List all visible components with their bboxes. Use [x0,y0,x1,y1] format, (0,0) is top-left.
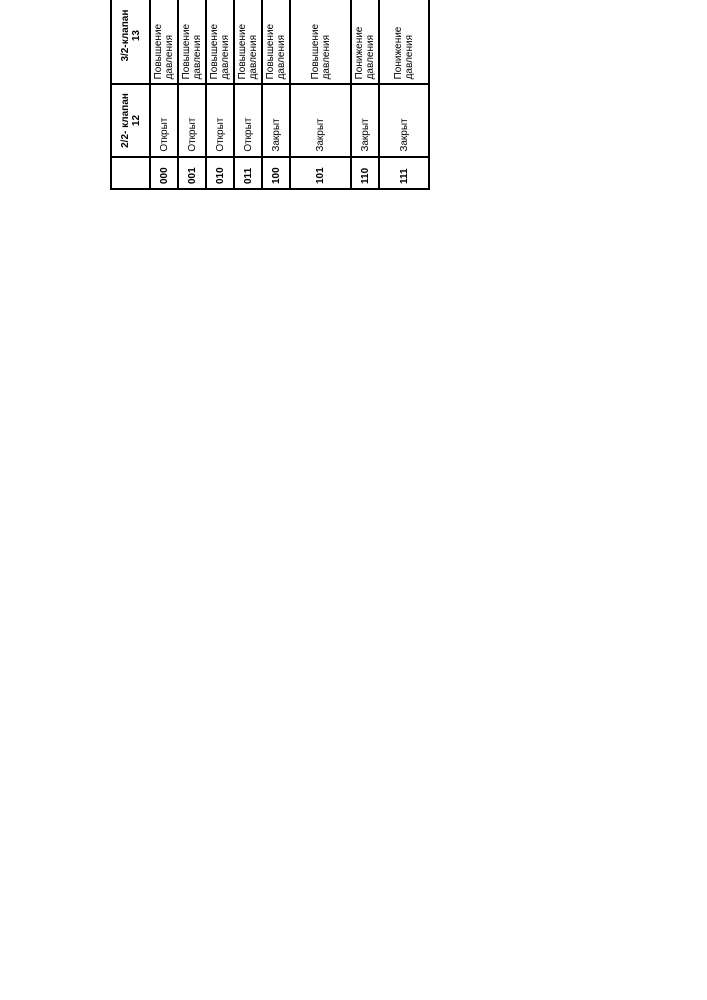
table-row: 011 Открыт Повышение давления Закрыт Пон… [234,0,262,189]
cell-v12: Закрыт [379,84,429,156]
table-header-row: 2/2- клапан12 3/2-клапан13 2/2-клапан11 … [111,0,150,189]
figure-caption: Фиг. 7 [458,0,484,190]
col-valve13: 3/2-клапан13 [111,0,150,84]
col-valve12: 2/2- клапан12 [111,84,150,156]
cell-code: 110 [351,157,379,189]
table-row: 101 Закрыт Повышение давления Закрыт Уде… [290,0,351,189]
table-row: 001 Открыт Повышение давления Закрыт Пов… [178,0,206,189]
cell-v13: Повышение давления [234,0,262,84]
table-row: 100 Закрыт Повышение давления Открыт Уде… [262,0,290,189]
cell-v12: Открыт [150,84,178,156]
cell-code: 101 [290,157,351,189]
table-row: 111 Закрыт Понижение давления Закрыт Уде… [379,0,429,189]
figure-7: 2/2- клапан12 3/2-клапан13 2/2-клапан11 … [110,0,484,190]
cell-code: 011 [234,157,262,189]
table-row: 110 Закрыт Понижение давления Открыт Уде… [351,0,379,189]
cell-v13: Повышение давления [206,0,234,84]
cell-v12: Закрыт [290,84,351,156]
table-row: 010 Открыт Повышение давления Открыт Пон… [206,0,234,189]
cell-code: 000 [150,157,178,189]
cell-v13: Повышение давления [178,0,206,84]
cell-v13: Повышение давления [290,0,351,84]
cell-code: 100 [262,157,290,189]
cell-v12: Открыт [206,84,234,156]
table-body: 000 Открыт Повышение давления Открыт Пов… [150,0,429,189]
table-row: 000 Открыт Повышение давления Открыт Пов… [150,0,178,189]
cell-v12: Открыт [234,84,262,156]
valve-state-table: 2/2- клапан12 3/2-клапан13 2/2-клапан11 … [110,0,430,190]
cell-code: 001 [178,157,206,189]
cell-v13: Понижение давления [351,0,379,84]
cell-v12: Закрыт [262,84,290,156]
cell-code: 111 [379,157,429,189]
cell-v12: Открыт [178,84,206,156]
cell-v13: Повышение давления [150,0,178,84]
cell-v13: Повышение давления [262,0,290,84]
col-code [111,157,150,189]
cell-v12: Закрыт [351,84,379,156]
cell-v13: Понижение давления [379,0,429,84]
cell-code: 010 [206,157,234,189]
